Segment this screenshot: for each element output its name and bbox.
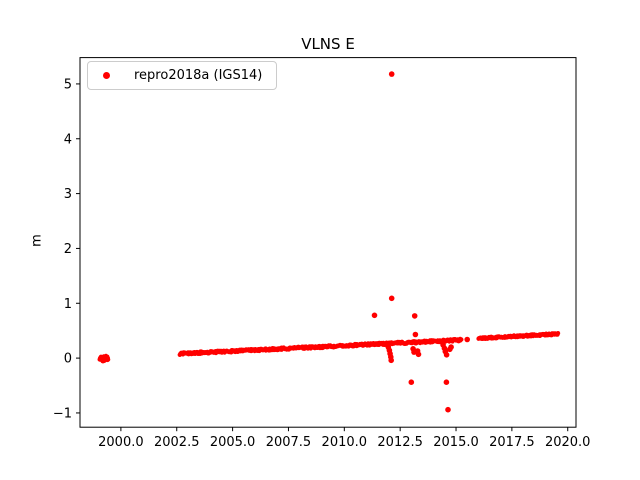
data-point [448,344,454,350]
x-tick-label: 2000.0 [98,435,144,450]
data-point [445,406,451,413]
y-axis-ticks: −1 0 1 2 3 4 5 [53,77,80,421]
y-axis-label: m [29,234,45,247]
legend-marker-icon [103,72,110,79]
x-tick-label: 2012.5 [377,435,423,450]
data-point [388,71,395,77]
x-tick-label: 2017.5 [489,435,535,450]
data-point [415,351,422,358]
data-point [412,331,419,338]
legend: repro2018a (IGS14) [87,61,278,90]
data-point [555,331,561,336]
data-point [443,379,450,386]
data-point [408,379,415,386]
scatter-points [97,71,561,413]
data-point [464,336,471,343]
x-tick-label: 2020.0 [545,435,591,450]
data-point [459,337,464,342]
x-tick-label: 2005.0 [210,435,256,450]
x-tick-label: 2007.5 [266,435,312,450]
y-tick-label: 3 [64,187,72,202]
x-axis-ticks: 2000.0 2002.5 2005.0 2007.5 2010.0 2012.5 2015… [98,427,590,450]
y-tick-label: 2 [64,242,72,257]
legend-label: repro2018a (IGS14) [134,68,263,83]
data-point [371,312,378,319]
x-tick-label: 2015.0 [433,435,479,450]
plot-frame [79,57,577,428]
x-tick-label: 2002.5 [154,435,200,450]
y-tick-label: 4 [64,132,72,147]
y-tick-label: −1 [53,406,72,421]
x-tick-label: 2010.0 [322,435,368,450]
y-tick-label: 1 [64,297,72,312]
data-point [388,295,395,302]
y-tick-label: 0 [64,352,72,367]
data-point [388,357,395,364]
data-point [443,352,450,358]
chart-title: VLNS E [301,35,355,53]
y-tick-label: 5 [64,77,72,92]
data-point [105,357,111,362]
data-point [411,313,418,319]
